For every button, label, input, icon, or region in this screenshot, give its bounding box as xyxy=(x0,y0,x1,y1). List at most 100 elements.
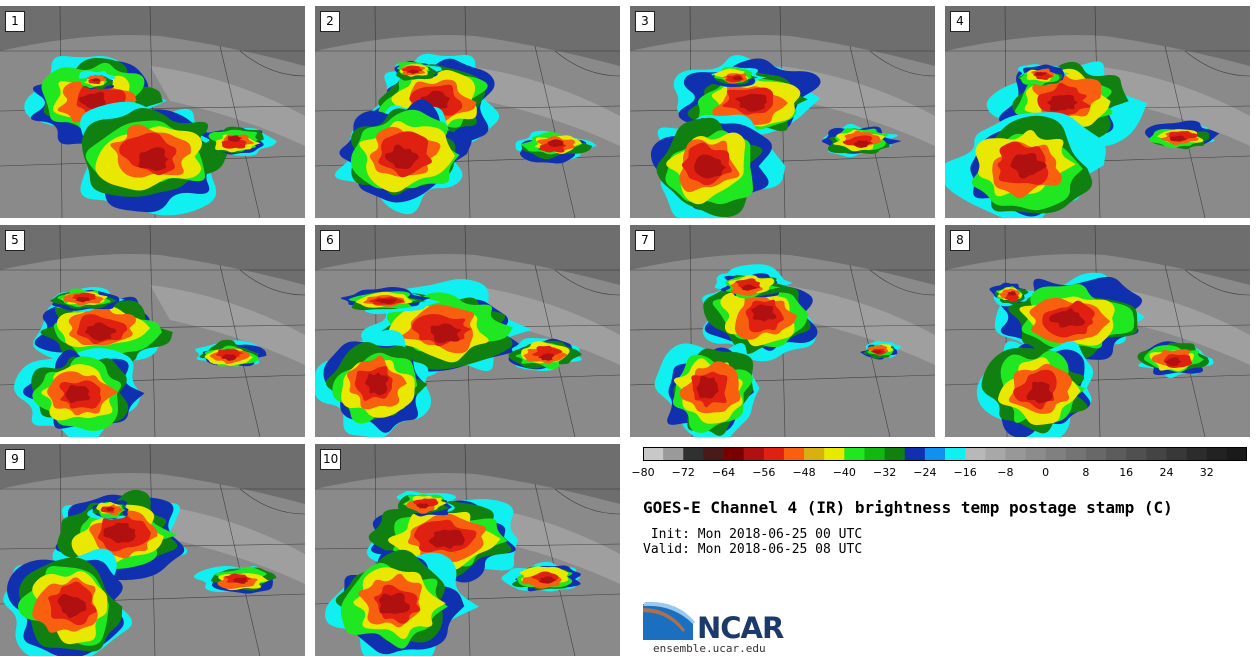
colorbar-tick-label: 8 xyxy=(1082,466,1090,479)
colorbar-tick-label: −32 xyxy=(872,466,897,479)
state-border xyxy=(1184,50,1250,77)
cloud-contour xyxy=(378,592,410,614)
cloud-contour xyxy=(415,503,431,509)
member-number-label: 6 xyxy=(320,230,340,251)
cold-cloud-shade xyxy=(945,6,1250,66)
colorbar-tick-label: 32 xyxy=(1199,466,1214,479)
cold-cloud-shade xyxy=(630,6,935,66)
satellite-image xyxy=(315,6,620,218)
colorbar-swatch xyxy=(824,447,845,461)
cloud-contour xyxy=(1026,381,1053,404)
cloud-contour xyxy=(227,135,243,142)
cloud-contour xyxy=(538,576,557,584)
cloud-contour xyxy=(538,353,554,361)
cloud-contour xyxy=(84,322,117,342)
colorbar-swatch xyxy=(985,447,1006,461)
member-number-label: 1 xyxy=(5,11,25,32)
site-url: ensemble.ucar.edu xyxy=(653,642,766,655)
state-border xyxy=(534,45,576,218)
valid-time: Valid: Mon 2018-06-25 08 UTC xyxy=(643,542,863,557)
cloud-contour xyxy=(1010,152,1047,179)
colorbar-swatch xyxy=(723,447,745,461)
colorbar-swatch xyxy=(1005,447,1027,461)
colorbar-tick-label: −64 xyxy=(711,466,736,479)
cloud-contour xyxy=(694,154,726,179)
thin-cloud-shade xyxy=(150,66,305,146)
cloud-contour xyxy=(732,75,743,81)
member-number-label: 5 xyxy=(5,230,25,251)
member-number-label: 4 xyxy=(950,11,970,32)
colorbar-swatch xyxy=(1106,447,1127,461)
colorbar-swatch xyxy=(1025,447,1047,461)
colorbar-swatch xyxy=(643,447,664,461)
ncar-logo-text: NCAR xyxy=(697,611,784,645)
colorbar-tick-label: −56 xyxy=(752,466,776,479)
cold-cloud-shade xyxy=(315,444,620,504)
colorbar-swatch xyxy=(783,447,805,461)
colorbar-tick-label: −24 xyxy=(913,466,937,479)
state-border xyxy=(239,488,305,515)
colorbar-tick-label: −16 xyxy=(953,466,977,479)
colorbar-tick-label: −48 xyxy=(792,466,816,479)
colorbar-swatch xyxy=(804,447,825,461)
member-number-label: 10 xyxy=(320,449,342,470)
cloud-contour xyxy=(1164,357,1182,367)
colorbar-swatch xyxy=(924,447,946,461)
cloud-contour xyxy=(532,345,563,359)
stamp-panel-10: 10 xyxy=(315,444,620,656)
colorbar-outline xyxy=(643,447,1247,461)
cloud-contour xyxy=(221,139,247,149)
cloud-contour xyxy=(1049,308,1086,328)
colorbar-swatch xyxy=(1045,447,1067,461)
colorbar-swatch xyxy=(1226,447,1247,461)
colorbar-swatch xyxy=(864,447,886,461)
member-number-label: 3 xyxy=(635,11,655,32)
cloud-contour xyxy=(428,529,465,549)
satellite-image xyxy=(0,6,305,218)
member-number-label: 7 xyxy=(635,230,655,251)
cloud-contour xyxy=(103,522,136,543)
cloud-contour xyxy=(1034,71,1047,76)
cold-cloud-shade xyxy=(0,225,305,285)
colorbar-tick-label: −80 xyxy=(631,466,655,479)
stamp-panel-4: 4 xyxy=(945,6,1250,218)
satellite-image xyxy=(0,444,305,656)
cloud-contour xyxy=(221,354,237,361)
cloud-contour xyxy=(741,284,758,291)
colorbar-swatch xyxy=(763,447,785,461)
colorbar-swatch xyxy=(965,447,986,461)
cloud-contour xyxy=(1007,291,1017,296)
satellite-image xyxy=(945,6,1250,218)
state-border xyxy=(869,269,935,296)
colorbar-swatch xyxy=(1126,447,1147,461)
cloud-contour xyxy=(364,372,389,396)
colorbar-swatch xyxy=(703,447,725,461)
cloud-contour xyxy=(75,297,91,303)
state-border xyxy=(869,50,935,77)
state-border xyxy=(554,50,620,77)
state-border xyxy=(554,269,620,296)
cloud-contour xyxy=(547,139,564,147)
colorbar-tick-label: 24 xyxy=(1159,466,1174,479)
colorbar-swatch xyxy=(1186,447,1208,461)
cloud-contour xyxy=(1004,293,1020,303)
colorbar xyxy=(643,447,1247,461)
cloud-contour xyxy=(138,147,169,171)
colorbar-swatch xyxy=(663,447,684,461)
cloud-contour xyxy=(735,278,761,290)
cold-cloud-shade xyxy=(315,6,620,66)
colorbar-tick-label: 0 xyxy=(1042,466,1050,479)
colorbar-swatch xyxy=(904,447,926,461)
cloud-contour xyxy=(375,298,397,304)
colorbar-swatch xyxy=(884,447,906,461)
cloud-contour xyxy=(1046,94,1079,112)
colorbar-swatch xyxy=(743,447,765,461)
colorbar-swatch xyxy=(683,447,704,461)
colorbar-swatch xyxy=(844,447,865,461)
satellite-image xyxy=(0,225,305,437)
stamp-panel-6: 6 xyxy=(315,225,620,437)
cloud-contour xyxy=(65,384,90,404)
cloud-contour xyxy=(872,350,882,354)
cold-cloud-shade xyxy=(945,225,1250,285)
colorbar-tick-label: −8 xyxy=(997,466,1014,479)
